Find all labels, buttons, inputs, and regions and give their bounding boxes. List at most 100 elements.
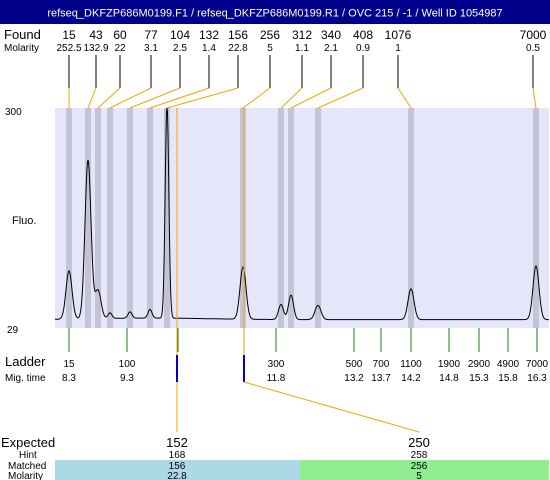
ladder-mig-time-label: 15.3	[469, 373, 489, 384]
found-molarity-label: 1	[395, 43, 401, 54]
found-molarity-label: 2.1	[324, 43, 338, 54]
found-size-label: 1076	[385, 28, 412, 42]
ladder-mig-time-label: 16.3	[527, 373, 547, 384]
peak-band	[164, 108, 170, 328]
found-callout-line	[317, 87, 364, 109]
ladder-size-label: 700	[373, 359, 390, 370]
matched-molarity-value: 5	[416, 471, 422, 480]
found-molarity-label: 2.5	[173, 43, 187, 54]
ladder-size-label: 4900	[497, 359, 520, 370]
ladder-size-label: 7000	[526, 359, 549, 370]
expected-value: 250	[408, 435, 430, 450]
molarity-label: Molarity	[4, 43, 39, 54]
peak-band	[315, 108, 321, 328]
found-molarity-label: 0.5	[526, 43, 540, 54]
ladder-size-label: 15	[63, 359, 75, 370]
matched-value: 256	[411, 461, 428, 472]
found-molarity-label: 0.9	[356, 43, 370, 54]
found-label: Found	[4, 27, 41, 42]
title-text: refseq_DKFZP686M0199.F1 / refseq_DKFZP68…	[47, 8, 502, 20]
found-callout-line	[280, 87, 303, 109]
expected-callout-line	[243, 381, 420, 433]
ladder-mig-time-label: 8.3	[62, 373, 76, 384]
ladder-mig-time-label: 13.2	[344, 373, 364, 384]
y-axis-min-label: 29	[7, 325, 19, 336]
ladder-size-label: 100	[119, 359, 136, 370]
peak-band	[147, 108, 153, 328]
found-callouts	[68, 55, 537, 109]
hint-value: 258	[411, 450, 428, 461]
found-molarity-label: 252.5	[56, 43, 81, 54]
ladder-size-label: 1900	[438, 359, 461, 370]
hint-label: Hint	[19, 450, 37, 461]
found-size-label: 104	[170, 28, 190, 42]
matched-box	[55, 460, 300, 480]
ladder-size-label: 1100	[400, 359, 422, 370]
found-molarity-label: 22.8	[228, 43, 248, 54]
found-size-label: 132	[199, 28, 219, 42]
ladder-size-label: 300	[268, 359, 285, 370]
found-callout-line	[97, 87, 121, 109]
peak-bands	[66, 108, 539, 328]
peak-band	[95, 108, 101, 328]
found-molarity-label: 22	[114, 43, 126, 54]
found-size-label: 312	[292, 28, 312, 42]
found-callout-line	[290, 87, 332, 109]
found-size-label: 60	[113, 28, 127, 42]
ladder-mig-time-label: 13.7	[371, 373, 391, 384]
matched-molarity-value: 22.8	[167, 471, 187, 480]
expected-value: 152	[166, 435, 188, 450]
peak-band	[85, 108, 91, 328]
found-size-label: 43	[89, 28, 103, 42]
found-size-label: 408	[353, 28, 373, 42]
found-size-label: 77	[144, 28, 158, 42]
ladder-size-label: 2900	[468, 359, 491, 370]
found-molarity-label: 1.4	[202, 43, 216, 54]
found-size-label: 256	[260, 28, 280, 42]
ladder-mig-time-label: 11.8	[267, 373, 286, 384]
mig-time-label: Mig. time	[5, 373, 46, 384]
peak-band	[107, 108, 113, 328]
y-axis-max-label: 300	[5, 107, 22, 118]
expected-label: Expected	[1, 435, 55, 450]
found-peak-labels: 15252.543132.96022773.11042.51321.415622…	[56, 28, 546, 54]
peak-band	[127, 108, 133, 328]
peak-band	[288, 108, 294, 328]
found-size-label: 156	[228, 28, 248, 42]
found-molarity-label: 5	[267, 43, 273, 54]
ladder-label: Ladder	[5, 354, 46, 369]
found-callout-line	[242, 87, 271, 109]
peak-band	[66, 108, 72, 328]
ladder-mig-time-label: 9.3	[120, 373, 134, 384]
hint-value: 168	[169, 450, 186, 461]
found-callout-line	[87, 87, 97, 109]
ladder-size-label: 500	[346, 359, 363, 370]
found-callout-line	[129, 87, 181, 109]
found-callout-line	[532, 87, 537, 109]
found-size-label: 15	[62, 28, 76, 42]
found-callout-line	[149, 87, 210, 109]
ladder-mig-time-label: 14.2	[401, 373, 421, 384]
peak-band	[533, 108, 539, 328]
fluo-label: Fluo.	[12, 215, 36, 227]
found-callout-line	[109, 87, 152, 109]
fluorescence-trace	[55, 107, 549, 321]
found-callout-line	[166, 87, 239, 109]
found-molarity-label: 132.9	[83, 43, 108, 54]
peak-band	[278, 108, 284, 328]
peak-band	[408, 108, 414, 328]
found-callout-line	[397, 87, 412, 109]
ladder-marks: 15 8.3 100 9.3 300 11.8 500 13.2 700 13.7 1100 14.2…	[62, 328, 549, 384]
molarity-row-label: Molarity	[8, 471, 43, 480]
found-size-label: 7000	[520, 28, 547, 42]
ladder-mig-time-label: 15.8	[498, 373, 518, 384]
found-size-label: 340	[321, 28, 341, 42]
found-molarity-label: 1.1	[295, 43, 309, 54]
peak-band	[240, 108, 246, 328]
matched-value: 156	[169, 461, 186, 472]
matched-label: Matched	[8, 461, 46, 472]
ladder-mig-time-label: 14.8	[439, 373, 459, 384]
plot-area	[55, 108, 549, 328]
